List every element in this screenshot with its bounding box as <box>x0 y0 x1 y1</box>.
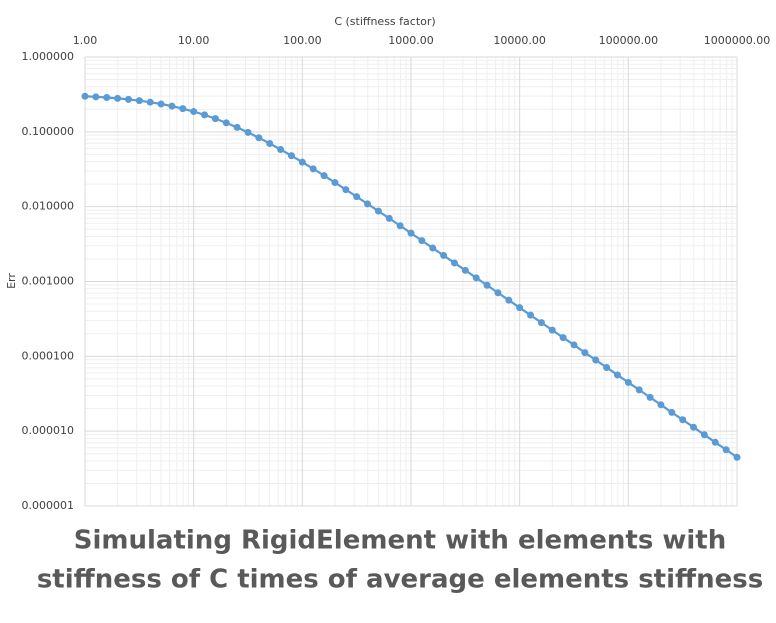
data-point <box>624 378 632 386</box>
data-point <box>114 94 122 102</box>
x-tick-label: 1000.00 <box>388 34 434 47</box>
data-point <box>396 222 404 230</box>
data-point <box>668 408 676 416</box>
data-point <box>646 393 654 401</box>
data-point <box>157 100 165 108</box>
data-point <box>385 214 393 222</box>
data-point <box>277 145 285 153</box>
y-axis-label: Err <box>5 273 18 289</box>
data-point <box>722 446 730 454</box>
data-point <box>613 371 621 379</box>
data-point <box>168 102 176 110</box>
data-point <box>450 259 458 267</box>
y-tick-label: 0.000010 <box>22 424 75 437</box>
data-point <box>255 134 263 142</box>
data-point <box>570 341 578 349</box>
data-point <box>353 193 361 201</box>
data-point <box>374 207 382 215</box>
data-point <box>190 108 198 116</box>
data-point <box>266 139 274 147</box>
data-point <box>483 281 491 289</box>
data-point <box>581 349 589 357</box>
data-point <box>211 115 219 123</box>
data-point <box>135 97 143 105</box>
x-tick-label: 1000000.00 <box>704 34 770 47</box>
data-point <box>635 386 643 394</box>
data-point <box>342 186 350 194</box>
data-point <box>407 229 415 237</box>
data-point <box>700 431 708 439</box>
data-point <box>461 266 469 274</box>
data-point <box>309 165 317 173</box>
data-point <box>201 111 209 119</box>
y-tick-label: 0.010000 <box>22 200 75 213</box>
x-tick-label: 100000.00 <box>599 34 659 47</box>
data-point <box>516 304 524 312</box>
x-tick-label: 1.00 <box>73 34 98 47</box>
data-point <box>592 356 600 364</box>
data-point <box>527 311 535 319</box>
data-point <box>103 94 111 102</box>
data-point <box>92 93 100 101</box>
data-point <box>233 123 241 131</box>
x-tick-label: 10.00 <box>178 34 210 47</box>
data-point <box>494 289 502 297</box>
data-point <box>244 128 252 136</box>
x-tick-label: 10000.00 <box>493 34 546 47</box>
data-point <box>222 119 230 127</box>
data-point <box>320 172 328 180</box>
y-tick-label: 0.000001 <box>22 499 75 512</box>
data-point <box>179 105 187 113</box>
data-point <box>418 237 426 245</box>
y-tick-label: 0.000100 <box>22 349 75 362</box>
x-axis-label: C (stiffness factor) <box>334 15 435 28</box>
data-point <box>733 453 741 461</box>
data-point <box>287 152 295 160</box>
data-point <box>440 251 448 259</box>
data-point <box>472 274 480 282</box>
data-point <box>537 319 545 327</box>
data-point <box>679 416 687 424</box>
data-point <box>603 363 611 371</box>
data-point <box>657 401 665 409</box>
data-point <box>364 200 372 208</box>
chart-title: Simulating RigidElement with elements wi… <box>74 526 726 556</box>
y-tick-label: 1.000000 <box>22 50 75 63</box>
data-point <box>124 95 132 103</box>
y-tick-label: 0.100000 <box>22 125 75 138</box>
data-point <box>429 244 437 252</box>
data-point <box>505 296 513 304</box>
data-point <box>690 423 698 431</box>
y-tick-label: 0.001000 <box>22 275 75 288</box>
x-tick-label: 100.00 <box>283 34 322 47</box>
chart-title: stiffness of C times of average elements… <box>37 565 763 595</box>
data-point <box>298 158 306 166</box>
data-point <box>331 179 339 187</box>
data-point <box>548 326 556 334</box>
data-point <box>711 438 719 446</box>
data-point <box>146 98 154 106</box>
data-point <box>81 92 89 100</box>
data-point <box>559 334 567 342</box>
